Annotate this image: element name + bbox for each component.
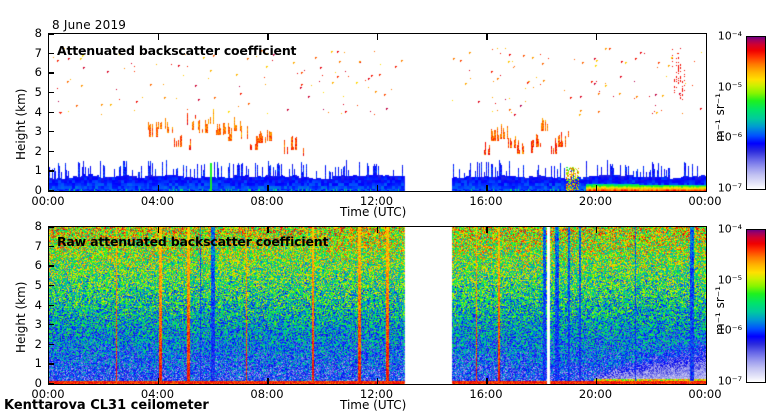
x-tick-mark bbox=[267, 227, 269, 233]
y-tick-mark bbox=[49, 52, 54, 54]
panel-title-top: Attenuated backscatter coefficient bbox=[57, 43, 297, 58]
heatmap-canvas-bottom bbox=[49, 227, 706, 384]
x-tick-label: 16:00 bbox=[469, 194, 503, 208]
y-axis-label-bottom: Height (km) bbox=[14, 281, 28, 353]
colorbar-tick-label: 10⁻⁶ bbox=[717, 130, 742, 144]
y-tick-label: 0 bbox=[34, 183, 42, 197]
x-tick-mark bbox=[157, 378, 160, 384]
y-tick-mark bbox=[49, 265, 54, 267]
y-tick-mark bbox=[49, 324, 54, 326]
x-tick-label: 04:00 bbox=[140, 387, 175, 401]
x-tick-mark bbox=[486, 227, 488, 233]
x-tick-mark bbox=[157, 34, 160, 40]
colorbar-tick-label: 10⁻⁷ bbox=[717, 374, 742, 388]
x-tick-label: 12:00 bbox=[359, 387, 394, 401]
y-tick-label: 7 bbox=[34, 238, 42, 253]
y-tick-label: 4 bbox=[34, 104, 42, 119]
x-tick-label: 08:00 bbox=[250, 387, 284, 401]
y-tick-label: 8 bbox=[34, 26, 42, 40]
y-tick-label: 8 bbox=[34, 219, 42, 233]
x-tick-label: 00:00 bbox=[688, 194, 722, 208]
colorbar-unit-bottom: m⁻¹ sr⁻¹ bbox=[713, 286, 727, 335]
colorbar-tick-label: 10⁻⁴ bbox=[717, 29, 742, 43]
x-axis-label-bottom: Time (UTC) bbox=[340, 398, 407, 412]
y-tick-label: 6 bbox=[34, 65, 42, 80]
colorbar-bottom bbox=[746, 229, 766, 383]
y-axis-label-top: Height (km) bbox=[14, 88, 28, 160]
x-tick-mark bbox=[376, 34, 379, 40]
colorbar-unit-top: m⁻¹ sr⁻¹ bbox=[713, 93, 727, 142]
x-tick-mark bbox=[376, 378, 379, 384]
y-tick-mark bbox=[49, 111, 54, 113]
x-tick-mark bbox=[157, 227, 160, 233]
x-tick-mark bbox=[267, 34, 269, 40]
y-tick-mark bbox=[49, 190, 54, 191]
y-tick-mark bbox=[49, 284, 54, 287]
x-tick-mark bbox=[376, 227, 379, 233]
colorbar-tick-label: 10⁻⁷ bbox=[717, 181, 742, 195]
y-tick-mark bbox=[49, 363, 54, 365]
y-tick-label: 4 bbox=[34, 297, 42, 312]
colorbar-top bbox=[746, 36, 766, 190]
heatmap-canvas-top bbox=[49, 34, 706, 191]
x-tick-mark bbox=[486, 34, 488, 40]
x-tick-label: 08:00 bbox=[250, 194, 284, 208]
x-tick-mark bbox=[486, 185, 488, 191]
x-tick-label: 00:00 bbox=[31, 194, 65, 208]
y-tick-mark bbox=[49, 170, 54, 172]
y-tick-mark bbox=[49, 383, 54, 384]
x-tick-label: 20:00 bbox=[578, 387, 613, 401]
y-tick-mark bbox=[49, 343, 54, 346]
y-tick-mark bbox=[49, 304, 54, 306]
footer-instrument-label: Kenttarova CL31 ceilometer bbox=[4, 398, 209, 413]
y-tick-label: 7 bbox=[34, 45, 42, 60]
y-tick-mark bbox=[49, 72, 54, 74]
y-tick-label: 2 bbox=[34, 336, 42, 351]
x-tick-mark bbox=[267, 378, 269, 384]
x-tick-mark bbox=[486, 378, 488, 384]
plot-top-attenuated-backscatter[interactable] bbox=[48, 33, 707, 192]
x-tick-mark bbox=[376, 185, 379, 191]
x-tick-mark bbox=[267, 185, 269, 191]
colorbar-tick-label: 10⁻⁵ bbox=[717, 80, 742, 94]
colorbar-tick-label: 10⁻⁴ bbox=[717, 222, 742, 236]
x-tick-label: 20:00 bbox=[578, 194, 613, 208]
y-tick-label: 5 bbox=[34, 277, 42, 292]
y-tick-mark bbox=[49, 245, 54, 247]
x-tick-mark bbox=[157, 185, 160, 191]
x-tick-label: 04:00 bbox=[140, 194, 175, 208]
y-tick-label: 5 bbox=[34, 84, 42, 99]
y-tick-mark bbox=[49, 34, 54, 36]
y-tick-mark bbox=[49, 150, 54, 153]
x-tick-label: 00:00 bbox=[688, 387, 722, 401]
colorbar-tick-label: 10⁻⁶ bbox=[717, 323, 742, 337]
x-axis-label-top: Time (UTC) bbox=[340, 205, 407, 219]
y-tick-mark bbox=[49, 91, 54, 94]
date-label: 8 June 2019 bbox=[52, 18, 127, 32]
panel-title-bottom: Raw attenuated backscatter coefficient bbox=[57, 234, 329, 249]
y-tick-label: 1 bbox=[34, 356, 42, 371]
y-tick-label: 0 bbox=[34, 376, 42, 390]
y-tick-label: 3 bbox=[34, 317, 42, 332]
x-tick-label: 00:00 bbox=[31, 387, 65, 401]
colorbar-tick-label: 10⁻⁵ bbox=[717, 273, 742, 287]
y-tick-mark bbox=[49, 227, 54, 229]
y-tick-label: 2 bbox=[34, 143, 42, 158]
x-tick-mark bbox=[595, 185, 598, 191]
y-tick-label: 1 bbox=[34, 163, 42, 178]
x-tick-mark bbox=[595, 34, 598, 40]
x-tick-mark bbox=[595, 378, 598, 384]
y-tick-label: 6 bbox=[34, 258, 42, 273]
y-tick-mark bbox=[49, 131, 54, 133]
y-tick-label: 3 bbox=[34, 124, 42, 139]
plot-bottom-raw-attenuated-backscatter[interactable] bbox=[48, 226, 707, 385]
x-tick-mark bbox=[595, 227, 598, 233]
x-tick-label: 16:00 bbox=[469, 387, 503, 401]
x-tick-label: 12:00 bbox=[359, 194, 394, 208]
